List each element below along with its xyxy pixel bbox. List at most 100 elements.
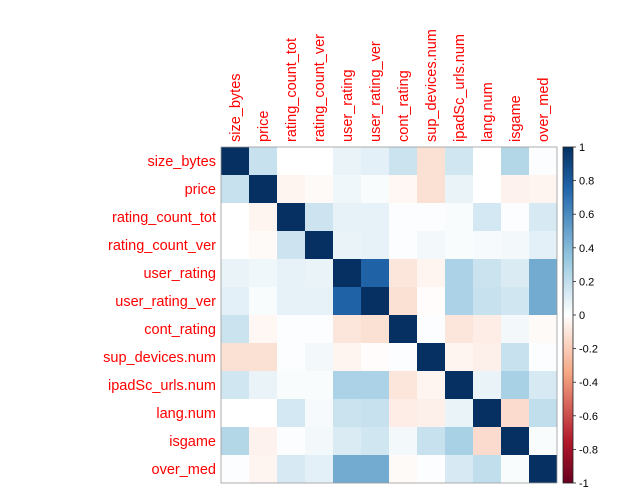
heatmap-cell xyxy=(333,399,361,427)
colorbar xyxy=(562,146,574,484)
heatmap-cell xyxy=(417,175,445,203)
heatmap-cell xyxy=(305,175,333,203)
heatmap-cell xyxy=(389,371,417,399)
colorbar-tick-label: 1 xyxy=(579,142,585,154)
heatmap-cell xyxy=(277,315,305,343)
heatmap-cell xyxy=(221,399,249,427)
column-label: rating_count_ver xyxy=(312,34,328,142)
heatmap-cell xyxy=(249,315,277,343)
column-label: user_rating xyxy=(340,69,356,142)
heatmap-cell xyxy=(305,455,333,483)
heatmap-cell xyxy=(417,399,445,427)
colorbar-tick-label: -1 xyxy=(579,478,589,490)
heatmap-cell xyxy=(417,147,445,175)
heatmap-cell xyxy=(333,455,361,483)
heatmap-cell xyxy=(501,371,529,399)
heatmap-cell xyxy=(473,175,501,203)
heatmap-cell xyxy=(305,287,333,315)
heatmap-cell xyxy=(305,147,333,175)
colorbar-ticks: 1 0.8 0.6 0.4 0.2 0 -0.2 -0.4 -0.6 -0.8 -1 xyxy=(573,142,598,490)
heatmap-cell xyxy=(473,455,501,483)
heatmap-cell xyxy=(445,399,473,427)
heatmap-cell xyxy=(361,287,389,315)
heatmap-cell xyxy=(277,287,305,315)
colorbar-tick-label: -0.6 xyxy=(579,411,598,423)
heatmap-cell xyxy=(305,259,333,287)
heatmap-cell xyxy=(221,203,249,231)
heatmap-cell xyxy=(473,203,501,231)
heatmap-cell xyxy=(249,371,277,399)
heatmap-cell xyxy=(361,231,389,259)
heatmap-cell xyxy=(501,259,529,287)
heatmap-cell xyxy=(501,399,529,427)
heatmap-cell xyxy=(333,287,361,315)
heatmap-cell xyxy=(249,343,277,371)
cells-layer xyxy=(221,147,557,483)
column-label: lang.num xyxy=(480,82,496,142)
heatmap-cell xyxy=(417,455,445,483)
heatmap-cell xyxy=(333,203,361,231)
heatmap-cell xyxy=(277,399,305,427)
heatmap-cell xyxy=(417,203,445,231)
heatmap-cell xyxy=(249,259,277,287)
heatmap-cell xyxy=(389,147,417,175)
heatmap-cell xyxy=(361,343,389,371)
row-label: ipadSc_urls.num xyxy=(108,378,216,394)
heatmap-cell xyxy=(249,427,277,455)
heatmap-cell xyxy=(361,399,389,427)
heatmap-cell xyxy=(529,399,557,427)
column-label: sup_devices.num xyxy=(424,29,440,142)
heatmap-cell xyxy=(417,231,445,259)
heatmap-cell xyxy=(501,175,529,203)
heatmap-cell xyxy=(333,427,361,455)
heatmap-cell xyxy=(473,315,501,343)
heatmap-cell xyxy=(221,427,249,455)
heatmap-cell xyxy=(529,259,557,287)
heatmap-cell xyxy=(473,287,501,315)
heatmap-cell xyxy=(249,287,277,315)
heatmap-cell xyxy=(473,371,501,399)
column-labels: size_bytes price rating_count_tot rating_co… xyxy=(228,29,552,142)
heatmap-cell xyxy=(389,455,417,483)
colorbar-tick-label: -0.4 xyxy=(579,377,598,389)
heatmap-cell xyxy=(473,259,501,287)
heatmap-cell xyxy=(501,147,529,175)
heatmap-cell xyxy=(249,175,277,203)
heatmap-cell xyxy=(529,231,557,259)
heatmap-cell xyxy=(417,371,445,399)
heatmap-cell xyxy=(221,287,249,315)
heatmap-cell xyxy=(249,203,277,231)
heatmap-cell xyxy=(277,175,305,203)
colorbar-tick-label: -0.2 xyxy=(579,344,598,356)
heatmap-cell xyxy=(473,231,501,259)
heatmap-cell xyxy=(529,147,557,175)
heatmap-cell xyxy=(389,287,417,315)
heatmap-cell xyxy=(473,147,501,175)
heatmap-cell xyxy=(445,427,473,455)
heatmap-cell xyxy=(221,147,249,175)
heatmap-cell xyxy=(445,203,473,231)
heatmap-cell xyxy=(277,343,305,371)
heatmap-cell xyxy=(445,175,473,203)
row-label: user_rating_ver xyxy=(115,294,216,310)
column-label: cont_rating xyxy=(396,70,412,142)
colorbar-tick-label: 0 xyxy=(579,310,585,322)
heatmap-cell xyxy=(389,203,417,231)
colorbar-tick-label: -0.8 xyxy=(579,444,598,456)
heatmap-cell xyxy=(277,455,305,483)
heatmap-cell xyxy=(445,259,473,287)
colorbar-tick-label: 0.8 xyxy=(579,176,594,188)
heatmap-cell xyxy=(249,399,277,427)
heatmap-cell xyxy=(501,287,529,315)
heatmap-cell xyxy=(529,455,557,483)
heatmap-cell xyxy=(221,455,249,483)
heatmap-cell xyxy=(445,343,473,371)
heatmap-cell xyxy=(333,259,361,287)
heatmap-cell xyxy=(221,371,249,399)
heatmap-cell xyxy=(305,343,333,371)
heatmap-cell xyxy=(333,147,361,175)
matrix-border xyxy=(220,146,558,484)
heatmap-cell xyxy=(277,231,305,259)
